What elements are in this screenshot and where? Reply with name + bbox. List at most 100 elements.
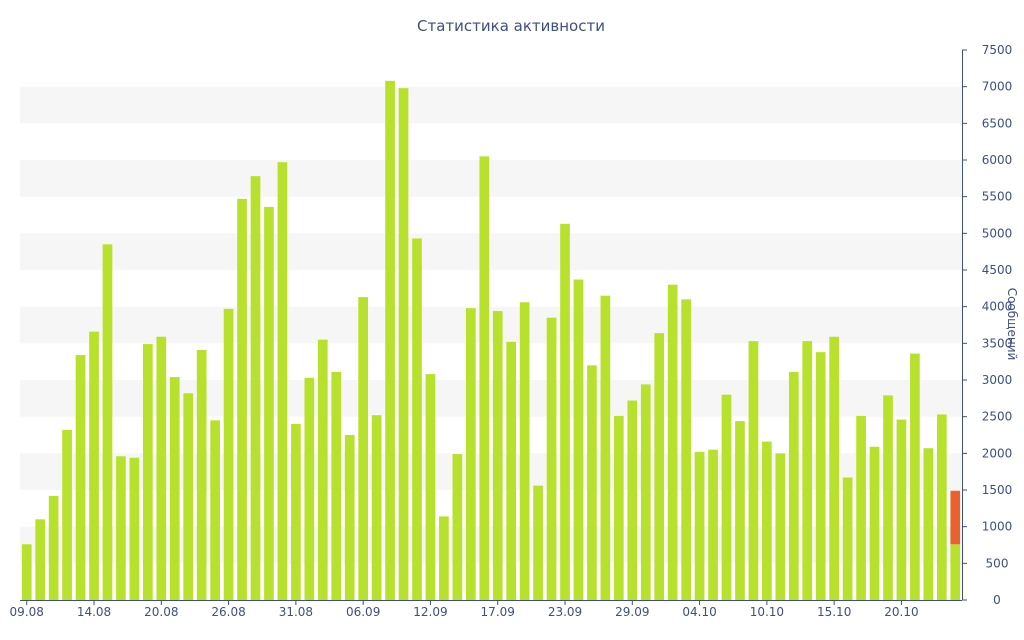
- y-axis-label: Сообщений: [1005, 288, 1019, 361]
- bar: [291, 424, 301, 600]
- bar: [883, 395, 893, 600]
- bar: [546, 317, 557, 600]
- x-tick-label: 04.10: [682, 605, 716, 619]
- bar: [923, 448, 934, 600]
- bar: [439, 516, 449, 600]
- bar: [398, 88, 409, 600]
- bar: [492, 311, 503, 600]
- bar: [75, 355, 86, 600]
- grid-band: [20, 233, 962, 270]
- x-tick-label: 20.08: [144, 605, 178, 619]
- y-tick-label: 6500: [982, 116, 1013, 130]
- bar: [694, 451, 705, 600]
- bar: [748, 341, 759, 600]
- bar: [183, 393, 194, 600]
- y-tick-label: 5000: [982, 226, 1013, 240]
- bar: [815, 352, 826, 600]
- bar: [600, 295, 611, 600]
- bar: [842, 477, 853, 600]
- bar-highlight: [950, 490, 961, 545]
- x-tick-label: 12.09: [413, 605, 447, 619]
- bar: [560, 223, 570, 601]
- y-tick-label: 3000: [982, 373, 1013, 387]
- bar: [869, 446, 880, 600]
- bar: [452, 454, 463, 600]
- bar: [142, 344, 153, 600]
- bar: [344, 435, 355, 600]
- x-tick-label: 14.08: [77, 605, 111, 619]
- bar: [277, 162, 288, 600]
- bar: [479, 156, 490, 601]
- x-tick-label: 10.10: [750, 605, 784, 619]
- bar: [465, 308, 476, 600]
- bar: [910, 353, 920, 600]
- bar: [169, 377, 180, 600]
- y-axis-ticks: 0 500 1000 1500 2000 2500 3000 3500 4000 4500 5000…: [962, 43, 1012, 607]
- bar: [654, 333, 665, 600]
- x-tick-label: 09.08: [10, 605, 44, 619]
- y-tick-label: 500: [986, 556, 1009, 570]
- bar: [708, 449, 718, 600]
- bar: [506, 341, 517, 600]
- y-tick-label: 2000: [982, 446, 1013, 460]
- bar: [35, 519, 46, 600]
- grid-band: [20, 160, 962, 197]
- bar: [896, 419, 907, 600]
- bar: [102, 244, 113, 601]
- bar: [587, 365, 597, 600]
- bar: [519, 302, 530, 600]
- bar: [667, 284, 678, 600]
- x-axis-ticks: 09.08 14.08 20.08 26.08 31.08 06.09 12.09 17.09…: [10, 600, 919, 619]
- bar: [802, 341, 813, 600]
- bar: [936, 414, 947, 600]
- x-tick-label: 15.10: [817, 605, 851, 619]
- grid-band: [20, 86, 962, 124]
- bar: [331, 371, 342, 600]
- axes: [20, 50, 963, 601]
- x-tick-label: 29.09: [615, 605, 649, 619]
- x-tick-label: 31.08: [279, 605, 313, 619]
- y-tick-label: 1000: [982, 520, 1013, 534]
- bar: [573, 279, 584, 600]
- bar: [196, 349, 207, 600]
- x-tick-label: 06.09: [346, 605, 380, 619]
- bar: [681, 299, 691, 600]
- bar: [762, 441, 772, 600]
- grid-band: [20, 306, 962, 344]
- chart-title: Статистика активности: [417, 17, 605, 35]
- bar: [264, 206, 274, 600]
- y-tick-label: 1500: [982, 483, 1013, 497]
- x-tick-label: 26.08: [211, 605, 245, 619]
- bar: [210, 420, 220, 600]
- bar: [48, 495, 59, 600]
- bar: [129, 457, 140, 600]
- bar: [412, 238, 422, 600]
- bar: [627, 400, 638, 600]
- bar: [640, 384, 651, 600]
- y-tick-label: 7000: [982, 80, 1013, 94]
- y-tick-label: 0: [993, 593, 1001, 607]
- y-tick-label: 4500: [982, 263, 1013, 277]
- bar: [613, 415, 624, 600]
- bar: [62, 429, 72, 600]
- y-tick-label: 3500: [982, 336, 1013, 350]
- y-tick-label: 6000: [982, 153, 1013, 167]
- bar: [237, 198, 247, 600]
- y-tick-label: 7500: [982, 43, 1013, 57]
- bar: [371, 415, 382, 600]
- bar: [250, 176, 261, 600]
- bar: [425, 374, 436, 600]
- bar: [358, 297, 369, 600]
- bar: [775, 453, 786, 600]
- bar: [304, 377, 315, 600]
- bar: [829, 336, 840, 600]
- bar: [156, 336, 167, 600]
- y-tick-label: 4000: [982, 300, 1013, 314]
- bar: [721, 394, 732, 600]
- bar: [21, 544, 32, 600]
- x-tick-label: 23.09: [548, 605, 582, 619]
- bar: [788, 371, 799, 600]
- bar: [735, 421, 745, 600]
- x-tick-label: 17.09: [481, 605, 515, 619]
